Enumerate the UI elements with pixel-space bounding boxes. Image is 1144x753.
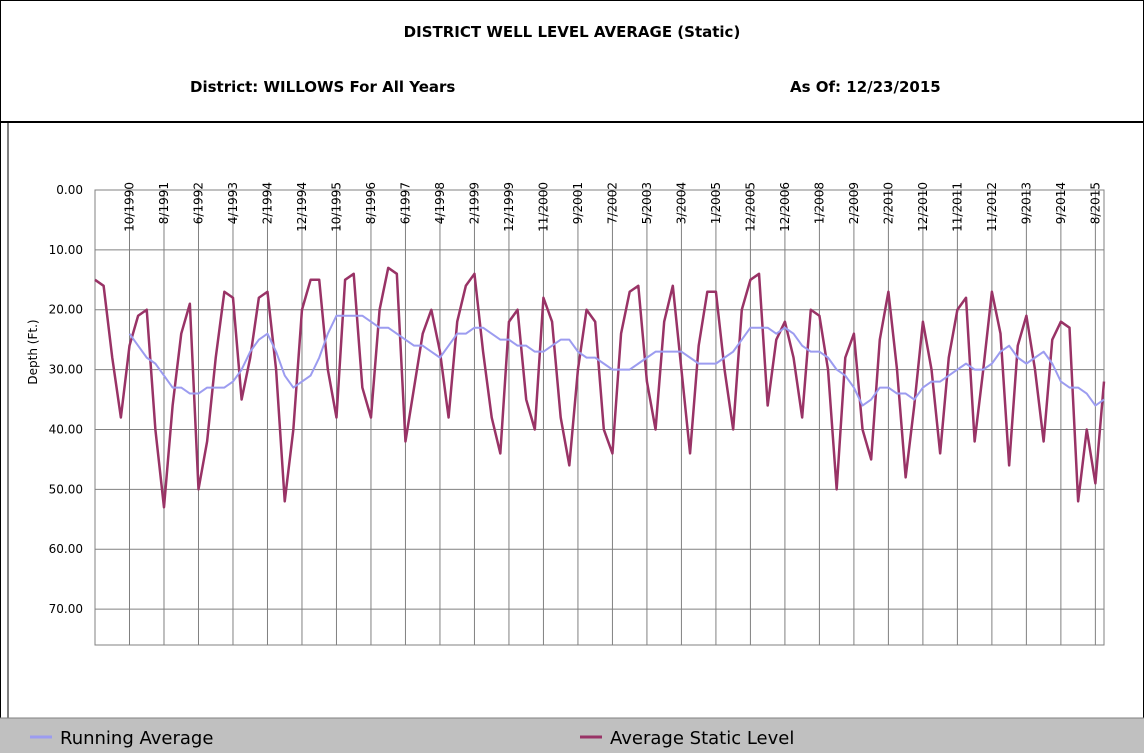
legend-label: Running Average [60,728,213,749]
x-tick-label: 1/2008 [812,182,826,224]
series-line [94,266,1106,509]
y-tick-label: 60.00 [49,542,83,556]
x-tick-label: 12/2010 [916,182,930,232]
y-tick-label: 0.00 [56,183,83,197]
legend-label: Average Static Level [610,728,794,749]
x-tick-label: 4/1998 [433,182,447,224]
y-tick-label: 30.00 [49,363,83,377]
x-tick-label: 4/1993 [226,182,240,224]
y-tick-label: 70.00 [49,602,83,616]
y-tick-label: 40.00 [49,422,83,436]
y-axis-label: Depth (Ft.) [26,319,40,384]
chart-subtitle: District: WILLOWS For All Years [190,78,455,96]
chart-title: DISTRICT WELL LEVEL AVERAGE (Static) [404,23,741,41]
x-tick-label: 2/2010 [881,182,895,224]
x-tick-label: 2/1999 [467,182,481,224]
x-tick-label: 8/1996 [364,182,378,224]
x-tick-label: 11/2012 [985,182,999,232]
x-tick-label: 9/2014 [1054,182,1068,224]
x-tick-label: 3/2004 [674,182,688,224]
x-tick-label: 9/2001 [571,182,585,224]
y-tick-label: 50.00 [49,482,83,496]
as-of-date: As Of: 12/23/2015 [790,78,941,96]
x-tick-label: 12/1994 [295,182,309,232]
x-tick-label: 10/1995 [329,182,343,232]
y-tick-label: 10.00 [49,243,83,257]
x-tick-label: 2/2009 [847,182,861,224]
legend-bar [0,718,1144,753]
x-tick-label: 10/1990 [122,182,136,232]
x-tick-label: 11/2000 [536,182,550,232]
x-tick-label: 8/2015 [1088,182,1102,224]
x-tick-label: 2/1994 [260,182,274,224]
plot-area [94,189,1105,646]
x-tick-label: 9/2013 [1019,182,1033,224]
x-tick-label: 6/1992 [191,182,205,224]
x-tick-label: 12/1999 [502,182,516,232]
y-tick-label: 20.00 [49,303,83,317]
x-tick-label: 6/1997 [398,182,412,224]
x-tick-label: 7/2002 [605,182,619,224]
x-tick-label: 11/2011 [950,182,964,232]
series-line [128,314,1105,407]
x-tick-label: 1/2005 [709,182,723,224]
x-tick-label: 8/1991 [157,182,171,224]
x-tick-label: 12/2006 [778,182,792,232]
x-tick-label: 5/2003 [640,182,654,224]
x-tick-label: 12/2005 [743,182,757,232]
